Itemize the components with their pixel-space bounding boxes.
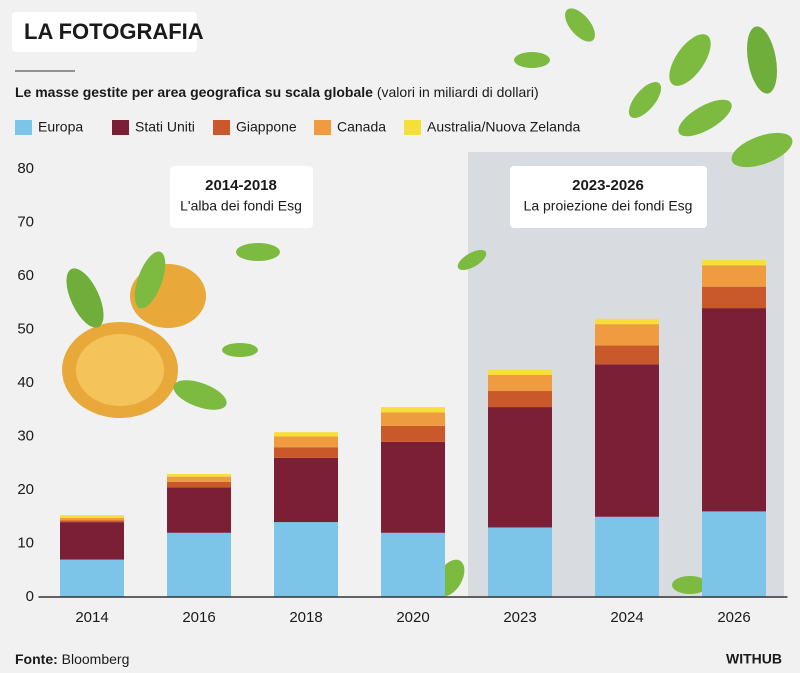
subtitle-main: Le masse gestite per area geografica su … — [15, 84, 373, 100]
y-tick-label: 60 — [17, 267, 34, 284]
y-tick-label: 80 — [17, 160, 34, 177]
legend-label: Europa — [38, 119, 83, 135]
bar-segment — [488, 407, 552, 528]
y-tick-label: 70 — [17, 213, 34, 230]
source-label: Fonte: — [15, 651, 58, 667]
bar-segment — [274, 432, 338, 437]
bar-segment — [274, 436, 338, 448]
x-tick-label: 2024 — [610, 609, 643, 626]
y-tick-label: 20 — [17, 481, 34, 498]
bar-segment — [702, 511, 766, 597]
source-name: Bloomberg — [62, 651, 130, 667]
legend-label: Canada — [337, 119, 386, 135]
x-tick-label: 2023 — [503, 609, 536, 626]
bar-segment — [274, 447, 338, 458]
bar-segment — [381, 441, 445, 533]
x-tick-label: 2026 — [717, 609, 750, 626]
bar-segment — [595, 516, 659, 597]
bar-segment — [60, 522, 124, 560]
legend-swatch — [112, 120, 129, 135]
y-tick-label: 10 — [17, 534, 34, 551]
bar-segment — [167, 481, 231, 488]
bar-segment — [381, 425, 445, 442]
bar-segment — [488, 374, 552, 392]
annotation-box — [170, 166, 313, 228]
legend-swatch — [213, 120, 230, 135]
bar-segment — [702, 259, 766, 266]
source: Fonte: Bloomberg — [15, 651, 129, 667]
bar-segment — [595, 364, 659, 517]
x-tick-label: 2020 — [396, 609, 429, 626]
x-tick-label: 2016 — [182, 609, 215, 626]
bar-segment — [167, 487, 231, 533]
bar-segment — [167, 476, 231, 482]
y-tick-label: 40 — [17, 374, 34, 391]
legend-swatch — [314, 120, 331, 135]
legend-label: Australia/Nuova Zelanda — [427, 119, 581, 135]
bar-segment — [167, 473, 231, 477]
annotation-title: 2023-2026 — [572, 177, 644, 194]
annotation-box — [510, 166, 707, 228]
bar-segment — [60, 559, 124, 597]
bar-segment — [60, 520, 124, 523]
legend-swatch — [404, 120, 421, 135]
legend-label: Stati Uniti — [135, 119, 195, 135]
credit: WITHUB — [726, 651, 782, 667]
annotation-text: L'alba dei fondi Esg — [180, 198, 302, 214]
bar-segment — [488, 527, 552, 597]
bar-segment — [381, 412, 445, 426]
bar-segment — [60, 515, 124, 518]
bar-segment — [702, 286, 766, 309]
bar-segment — [60, 517, 124, 521]
annotation-title: 2014-2018 — [205, 177, 277, 194]
subtitle-note: (valori in miliardi di dollari) — [377, 84, 539, 100]
bar-segment — [702, 265, 766, 287]
decoration — [62, 8, 793, 597]
bar-segment — [595, 324, 659, 346]
y-tick-label: 50 — [17, 320, 34, 337]
x-tick-label: 2014 — [75, 609, 108, 626]
chart-title: LA FOTOGRAFIA — [24, 19, 204, 44]
bar-segment — [488, 369, 552, 375]
bar-segment — [381, 532, 445, 597]
bar-segment — [702, 308, 766, 512]
subtitle: Le masse gestite per area geografica su … — [15, 84, 539, 100]
annotation-text: La proiezione dei fondi Esg — [524, 198, 693, 214]
bar-segment — [274, 522, 338, 597]
x-tick-label: 2018 — [289, 609, 322, 626]
bar-segment — [595, 318, 659, 325]
legend-swatch — [15, 120, 32, 135]
y-tick-label: 0 — [26, 588, 34, 605]
bar-segment — [274, 457, 338, 523]
bar-segment — [381, 407, 445, 413]
y-tick-label: 30 — [17, 427, 34, 444]
title-box — [12, 12, 197, 52]
bar-segment — [595, 345, 659, 365]
legend-label: Giappone — [236, 119, 297, 135]
bar-segment — [488, 391, 552, 408]
bar-segment — [167, 532, 231, 597]
